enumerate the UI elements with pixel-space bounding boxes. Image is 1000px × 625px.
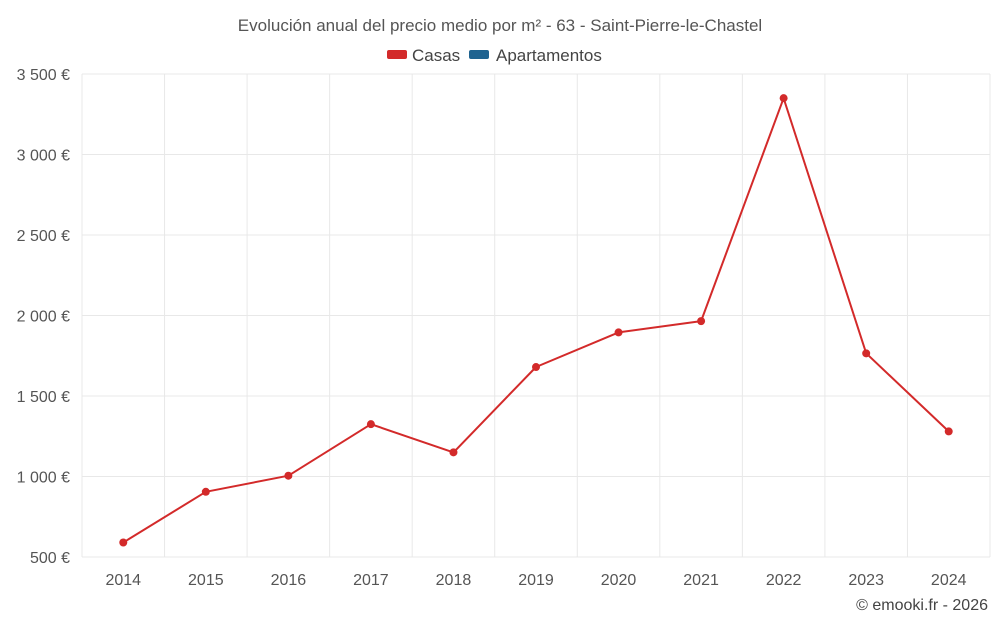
x-tick-label: 2018	[436, 572, 472, 589]
legend-item-casas[interactable]: Casas	[387, 46, 460, 65]
y-tick-label: 3 000 €	[17, 148, 70, 165]
data-point-casas-2014[interactable]	[119, 538, 128, 547]
legend-label-casas: Casas	[412, 46, 460, 65]
x-tick-label: 2015	[188, 572, 224, 589]
x-axis: 2014 2015 2016 2017 2018 2019 2020 2021 2022 2023…	[105, 572, 966, 589]
series-casas	[119, 94, 953, 547]
data-point-casas-2015[interactable]	[201, 487, 210, 496]
y-axis: 500 € 1 000 € 1 500 € 2 000 € 2 500 € 3 000 €…	[17, 67, 70, 567]
x-tick-label: 2019	[518, 572, 554, 589]
legend-swatch-apartamentos	[469, 50, 489, 59]
chart-title: Evolución anual del precio medio por m² …	[238, 16, 762, 35]
data-point-casas-2017[interactable]	[366, 420, 375, 429]
x-tick-label: 2014	[105, 572, 141, 589]
grid	[81, 73, 991, 558]
data-point-casas-2019[interactable]	[532, 363, 540, 372]
legend-swatch-casas	[387, 50, 407, 59]
y-tick-label: 2 500 €	[17, 228, 70, 245]
y-tick-label: 1 000 €	[17, 470, 70, 487]
x-tick-label: 2020	[601, 572, 637, 589]
data-point-casas-2018[interactable]	[449, 448, 458, 457]
y-tick-label: 500 €	[30, 550, 70, 567]
data-point-casas-2021[interactable]	[697, 317, 706, 326]
legend: Casas Apartamentos	[387, 46, 602, 65]
legend-label-apartamentos: Apartamentos	[496, 46, 602, 65]
y-tick-label: 3 500 €	[17, 67, 70, 84]
x-tick-label: 2016	[271, 572, 307, 589]
y-tick-label: 2 000 €	[17, 309, 70, 326]
x-tick-label: 2021	[683, 572, 719, 589]
data-point-casas-2022[interactable]	[779, 94, 788, 103]
data-point-casas-2016[interactable]	[284, 471, 293, 480]
legend-item-apartamentos[interactable]: Apartamentos	[469, 46, 602, 65]
x-tick-label: 2024	[931, 572, 967, 589]
data-point-casas-2024[interactable]	[944, 427, 953, 436]
data-point-casas-2023[interactable]	[862, 349, 871, 358]
x-tick-label: 2022	[766, 572, 802, 589]
y-tick-label: 1 500 €	[17, 389, 70, 406]
x-tick-label: 2017	[353, 572, 389, 589]
credit-text: © emooki.fr - 2026	[856, 597, 988, 614]
data-point-casas-2020[interactable]	[614, 328, 623, 337]
x-tick-label: 2023	[848, 572, 884, 589]
